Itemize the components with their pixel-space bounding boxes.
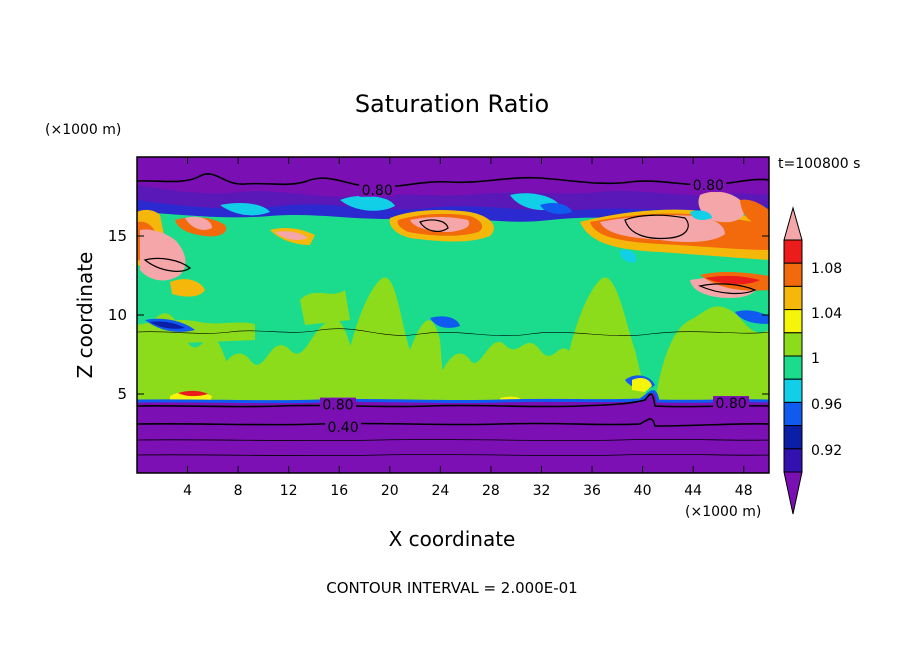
contour-label-bg <box>319 397 356 412</box>
x-tick-label: 40 <box>634 483 652 499</box>
time-label: t=100800 s <box>778 156 860 172</box>
supersaturated-plumes <box>137 277 769 402</box>
colorbar-label: 1.08 <box>811 261 842 277</box>
contour-label: 0.40 <box>327 420 358 436</box>
colorbar-swatch <box>783 378 803 403</box>
x-tick-label: 36 <box>583 483 601 499</box>
y-tick-label: 15 <box>108 227 127 245</box>
colorbar-label: 1.04 <box>811 306 842 322</box>
x-tick-label: 48 <box>735 483 753 499</box>
lower-dry-layer <box>137 392 769 473</box>
colorbar-swatch <box>783 239 803 264</box>
x-tick-label: 12 <box>280 483 298 499</box>
ice-supersat-layer <box>137 191 769 298</box>
colorbar-swatch <box>783 355 803 380</box>
colorbar-swatch <box>783 332 803 357</box>
colorbar-label: 0.96 <box>811 397 842 413</box>
contour-label-bg <box>690 178 727 193</box>
x-tick-label: 4 <box>183 483 192 499</box>
cloud-base <box>170 378 652 402</box>
x-tick-label: 44 <box>684 483 702 499</box>
colorbar-swatch <box>783 425 803 450</box>
y-axis-label: Z coordinate <box>73 252 97 379</box>
x-units-label: (×1000 m) <box>685 504 761 520</box>
contour-lines <box>137 173 769 457</box>
contour-label: 0.80 <box>362 183 393 199</box>
contour-label-bg <box>713 396 750 411</box>
y-tick-label: 10 <box>108 306 127 324</box>
contour-label: 0.80 <box>322 398 353 414</box>
contour-labels: 0.80 0.40 0.80 0.80 0.80 <box>319 178 750 436</box>
lower-blue-rim <box>137 390 769 404</box>
x-tick-label: 8 <box>234 483 243 499</box>
y-units-label: (×1000 m) <box>45 122 121 138</box>
contour-label: 0.80 <box>693 178 724 194</box>
x-tick-label: 28 <box>482 483 500 499</box>
plot-area: 0.80 0.40 0.80 0.80 0.80 <box>137 157 769 473</box>
x-tick-label: 20 <box>381 483 399 499</box>
contour-label: 0.80 <box>715 396 746 412</box>
colorbar-min-arrow <box>783 471 803 515</box>
x-axis-label: X coordinate <box>389 527 516 551</box>
chart-title: Saturation Ratio <box>355 90 549 118</box>
colorbar-swatch <box>783 309 803 334</box>
colorbar-swatch <box>783 448 803 473</box>
colorbar-swatch <box>783 285 803 311</box>
y-axis: 5 10 15 <box>108 227 769 403</box>
colorbar-swatch <box>783 262 803 287</box>
colorbar-label: 0.92 <box>811 443 842 459</box>
x-tick-label: 24 <box>431 483 449 499</box>
contour-label-bg <box>325 419 362 434</box>
x-tick-label: 32 <box>533 483 551 499</box>
colorbar-label: 1 <box>811 351 820 367</box>
x-tick-label: 16 <box>330 483 348 499</box>
colorbar-max-arrow <box>783 206 803 241</box>
colorbar: 0.92 0.96 1 1.04 1.08 <box>783 206 842 515</box>
colorbar-swatch <box>783 401 803 427</box>
contour-label-bg <box>359 182 396 197</box>
contour-interval-footer: CONTOUR INTERVAL = 2.000E-01 <box>326 579 577 597</box>
x-axis: 4 8 12 16 20 24 28 32 36 40 44 48 <box>183 157 753 499</box>
y-tick-label: 5 <box>117 385 127 403</box>
